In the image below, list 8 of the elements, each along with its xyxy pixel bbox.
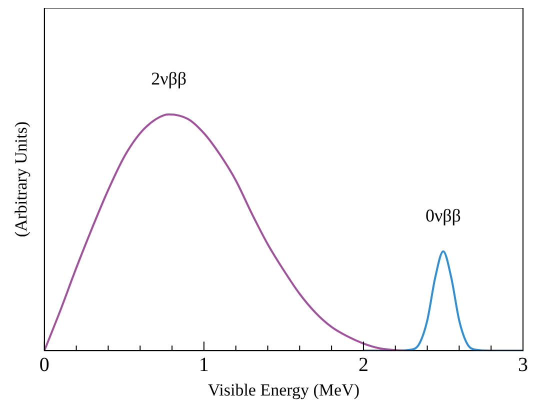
x-tick-label: 1 [198, 354, 209, 376]
x-tick-label: 2 [358, 354, 368, 376]
x-tick-label: 0 [39, 354, 50, 376]
y-axis-title: (Arbitrary Units) [12, 121, 31, 238]
series-label: 2νββ [151, 68, 187, 88]
x-tick-label: 3 [518, 354, 528, 376]
x-axis-title: Visible Energy (MeV) [208, 380, 360, 400]
series-label: 0νββ [426, 205, 461, 226]
